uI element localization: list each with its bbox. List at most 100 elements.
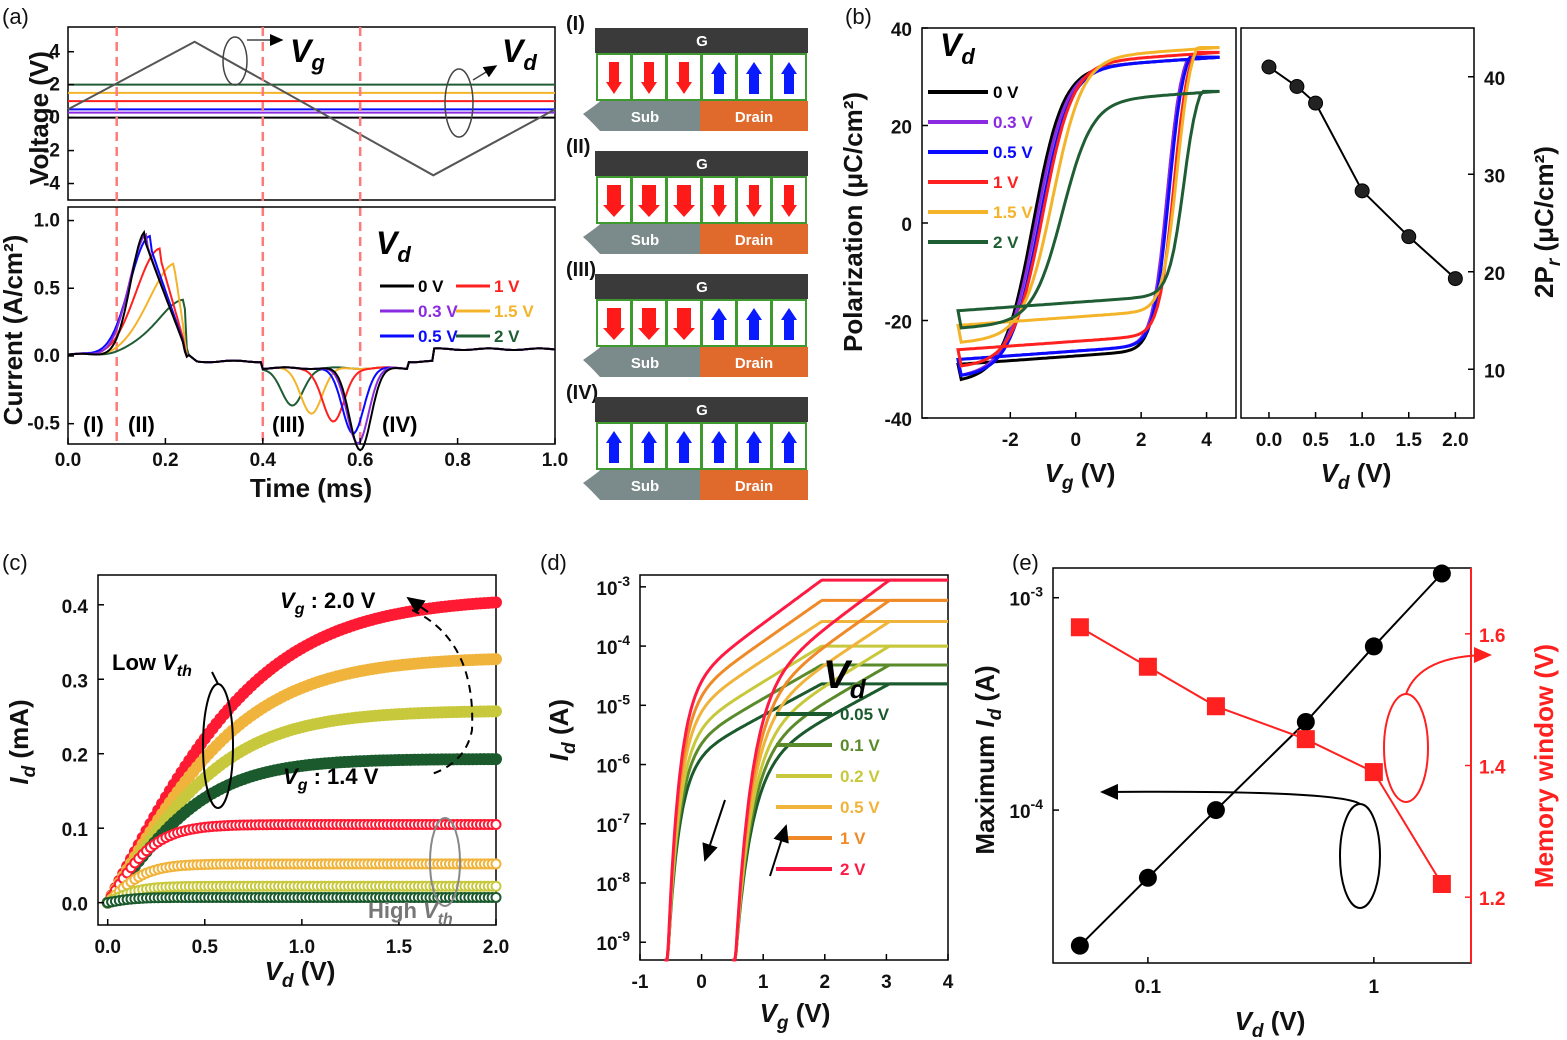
schematic-gate-label: G <box>696 279 708 296</box>
b-pv-xtick-label: -2 <box>1002 430 1019 451</box>
polarization-up-arrow <box>746 431 762 463</box>
c-output-point <box>490 705 502 718</box>
schematic-substrate <box>583 470 700 500</box>
b-2pr-point <box>1289 79 1305 94</box>
a-region-1: (I) <box>83 412 104 437</box>
c-ytick-label: 0.1 <box>62 820 89 841</box>
e-black-ellipse <box>1339 803 1381 909</box>
schematic-drain-label: Drain <box>735 478 773 495</box>
e-maxid-point <box>1296 712 1315 731</box>
a-current-ytick-label: 0.5 <box>34 278 61 299</box>
a-current-xtick-label: 0.8 <box>444 450 470 471</box>
a-current-ticks: 0.0 0.2 0.4 0.6 0.8 1.0 1.0 0.5 0.0 -0.5 <box>27 211 568 471</box>
panel-label-c: (c) <box>2 550 28 575</box>
schematic-drain <box>700 101 808 131</box>
schematic-gate <box>595 397 808 422</box>
d-transfer-curve <box>664 663 948 962</box>
polarization-up-arrow <box>781 431 797 463</box>
b-pv-ylabel: Polarization (μC/cm²) <box>838 92 868 352</box>
c-vg-top: Vg : 2.0 V <box>280 588 376 618</box>
e-right-ytick-label: 1.4 <box>1479 758 1506 779</box>
b-pv-plot <box>956 46 1220 382</box>
a-voltage-ytick-label: 0 <box>49 108 60 129</box>
a-voltage-plot <box>67 27 556 446</box>
d-transfer-curve <box>732 682 948 962</box>
d-sweep-up-arrow <box>769 824 789 877</box>
d-sweep-down-arrow <box>702 799 726 862</box>
e-left-ytick-label: 10-4 <box>1009 796 1043 823</box>
e-left-ylabel: Maximum Id (A) <box>970 665 1006 854</box>
b-legend-label: 0 V <box>993 83 1019 102</box>
d-legend-label: 1 V <box>840 829 866 848</box>
c-xtick-label: 1.5 <box>386 937 413 958</box>
polarization-down-arrow <box>638 308 660 340</box>
d-ylabel: Id (A) <box>544 699 580 761</box>
c-ytick-label: 0.2 <box>62 746 88 767</box>
b-pv-xtick-label: 0 <box>1070 430 1081 451</box>
b-2pr-ytick-label: 10 <box>1484 361 1505 382</box>
schematic-gate <box>595 151 808 176</box>
e-mw-point <box>1432 875 1451 893</box>
panel-label-d: (d) <box>540 550 567 575</box>
d-legend-label: 2 V <box>840 860 866 879</box>
schematic-substrate <box>583 224 700 254</box>
b-2pr-point <box>1401 229 1417 245</box>
e-mw-point <box>1206 697 1225 716</box>
e-left-arrow <box>1100 783 1361 805</box>
c-output-point <box>490 596 502 609</box>
b-legend-title: Vd <box>940 27 975 69</box>
a-voltage-ytick-label: -4 <box>43 174 60 195</box>
d-transfer-curve <box>732 644 948 962</box>
a-region-2: (II) <box>128 412 155 437</box>
schematic-sub-label: Sub <box>631 355 659 372</box>
schematic-state-label: (III) <box>566 259 596 281</box>
b-legend-label: 1.5 V <box>993 203 1033 222</box>
a-current-xtick-label: 1.0 <box>542 450 568 471</box>
a-legend-label: 1.5 V <box>494 302 534 321</box>
schematic-sub-label: Sub <box>631 232 659 249</box>
d-transfer-curve <box>732 663 948 962</box>
a-current-plot <box>67 229 556 452</box>
b-2pr-xlabel: Vd (V) <box>1321 458 1392 494</box>
polarization-up-arrow <box>606 431 622 463</box>
polarization-up-arrow <box>711 308 727 340</box>
d-legend: 0.05 V 0.1 V 0.2 V 0.5 V 1 V 2 V <box>776 705 890 879</box>
a-legend-title: Vd <box>376 225 411 267</box>
d-legend-label: 0.5 V <box>840 798 880 817</box>
d-ytick-label: 10-4 <box>596 632 630 659</box>
d-xtick-label: -1 <box>632 972 649 993</box>
e-maxid-point <box>1070 936 1089 955</box>
b-pv-xtick-label: 2 <box>1136 430 1147 451</box>
d-xtick-label: 2 <box>820 972 831 993</box>
schematic-drain <box>700 347 808 377</box>
d-frame <box>639 574 949 961</box>
schematic-gate-label: G <box>696 402 708 419</box>
polarization-up-arrow <box>781 308 797 340</box>
c-frame <box>97 574 497 926</box>
e-mw-point <box>1364 763 1383 782</box>
e-left-ytick-label: 10-3 <box>1009 584 1043 611</box>
c-output-plot <box>101 596 502 909</box>
b-pv-loop <box>956 46 1220 344</box>
a-legend-label: 0.5 V <box>418 327 458 346</box>
e-right-arrow <box>1405 647 1492 695</box>
b-2pr-point <box>1261 59 1277 75</box>
polarization-up-arrow <box>641 431 657 463</box>
polarization-down-arrow <box>711 185 727 217</box>
e-mw-point <box>1296 730 1315 749</box>
c-ytick-label: 0.3 <box>62 671 88 692</box>
b-pv-ytick-label: 40 <box>891 20 912 41</box>
b-2pr-ytick-label: 40 <box>1484 69 1505 90</box>
panel-label-a: (a) <box>2 4 29 29</box>
c-xlabel: Vd (V) <box>265 956 336 992</box>
e-right-ytick-label: 1.6 <box>1479 626 1505 647</box>
b-legend-label: 0.3 V <box>993 113 1033 132</box>
polarization-up-arrow <box>711 62 727 94</box>
d-ytick-label: 10-7 <box>596 810 630 837</box>
c-output-point <box>490 753 502 766</box>
polarization-down-arrow <box>676 62 692 94</box>
b-2pr-xtick-label: 2.0 <box>1442 430 1468 451</box>
c-xtick-label: 0.5 <box>192 937 219 958</box>
a-legend-label: 2 V <box>494 327 520 346</box>
b-pv-loop <box>956 50 1220 368</box>
